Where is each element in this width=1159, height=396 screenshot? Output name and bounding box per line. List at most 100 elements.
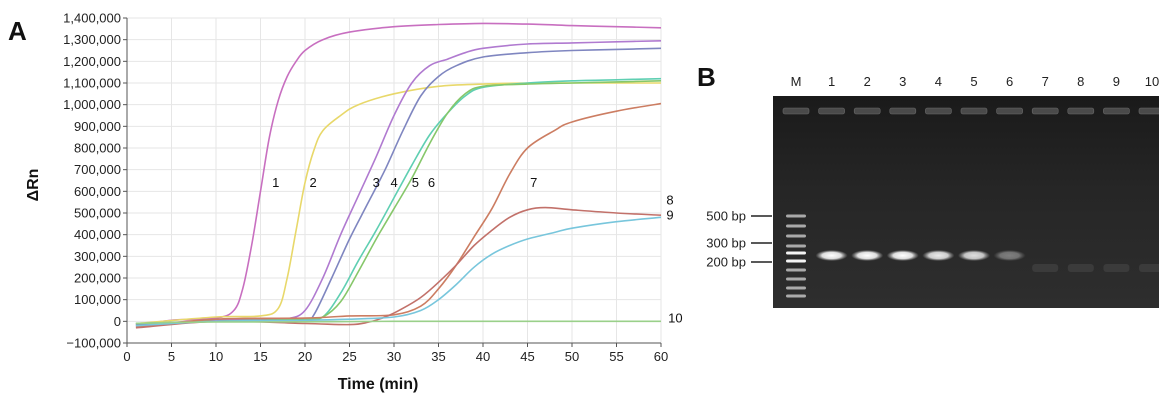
series-label-8: 8 bbox=[666, 192, 673, 207]
x-tick-label: 55 bbox=[609, 349, 623, 364]
series-label-2: 2 bbox=[309, 175, 316, 190]
lane-label-8: 8 bbox=[1077, 74, 1084, 89]
product-band-lane-2 bbox=[851, 250, 884, 261]
chart-grid bbox=[126, 17, 662, 344]
y-tick-label: 0 bbox=[114, 314, 121, 329]
series-label-1: 1 bbox=[272, 175, 279, 190]
primer-smear bbox=[1103, 264, 1130, 272]
x-tick-label: 15 bbox=[253, 349, 267, 364]
gel-background bbox=[773, 96, 1159, 308]
panel-a-line-chart: −100,0000100,000200,000300,000400,000500… bbox=[25, 11, 683, 394]
y-tick-label: 900,000 bbox=[74, 119, 121, 134]
product-band-lane-4 bbox=[922, 250, 955, 261]
x-tick-label: 10 bbox=[209, 349, 223, 364]
product-bands bbox=[815, 250, 1159, 272]
series-label-7: 7 bbox=[530, 175, 537, 190]
panel-b-letter: B bbox=[697, 62, 716, 92]
marker-label: 500 bp bbox=[706, 209, 746, 224]
x-tick-label: 45 bbox=[520, 349, 534, 364]
ladder-band bbox=[786, 259, 806, 263]
gel-well bbox=[960, 107, 988, 115]
panel-a-letter: A bbox=[8, 16, 27, 46]
x-tick-label: 40 bbox=[476, 349, 490, 364]
product-band-lane-5 bbox=[958, 250, 990, 261]
y-tick-label: 1,000,000 bbox=[63, 97, 121, 112]
x-tick-label: 50 bbox=[565, 349, 579, 364]
lane-label-4: 4 bbox=[935, 74, 942, 89]
y-tick-label: −100,000 bbox=[66, 336, 121, 351]
y-axis-label: ΔRn bbox=[25, 169, 42, 202]
marker-labels: 500 bp 300 bp 200 bp bbox=[706, 209, 772, 270]
gel-well bbox=[1138, 107, 1159, 115]
series-lines bbox=[135, 22, 662, 329]
ladder-band bbox=[786, 234, 806, 238]
ladder-band bbox=[786, 277, 806, 281]
series-label-4: 4 bbox=[390, 175, 397, 190]
lane-label-M: M bbox=[791, 74, 802, 89]
lane-label-2: 2 bbox=[864, 74, 871, 89]
series-label-3: 3 bbox=[373, 175, 380, 190]
series-line-8 bbox=[135, 206, 662, 329]
series-line-9 bbox=[135, 216, 662, 327]
y-tick-label: 200,000 bbox=[74, 271, 121, 286]
lane-label-6: 6 bbox=[1006, 74, 1013, 89]
ladder-band bbox=[786, 224, 806, 228]
gel-well bbox=[996, 107, 1023, 115]
lane-label-5: 5 bbox=[970, 74, 977, 89]
gel-image bbox=[773, 96, 1159, 308]
lane-label-3: 3 bbox=[899, 74, 906, 89]
lane-label-1: 1 bbox=[828, 74, 835, 89]
ladder-band bbox=[786, 251, 806, 255]
ladder-band bbox=[786, 214, 806, 218]
x-tick-label: 5 bbox=[168, 349, 175, 364]
primer-smear bbox=[1139, 264, 1159, 272]
lane-label-10: 10 bbox=[1145, 74, 1159, 89]
product-band-lane-6 bbox=[993, 250, 1026, 261]
y-tick-label: 1,300,000 bbox=[63, 32, 121, 47]
y-tick-label: 500,000 bbox=[74, 206, 121, 221]
ladder-band bbox=[786, 268, 806, 272]
product-band-lane-1 bbox=[815, 250, 848, 261]
y-tick-labels: −100,000 0 100,000 200,000 300,000 400,000 500… bbox=[63, 11, 121, 351]
y-tick-label: 400,000 bbox=[74, 227, 121, 242]
series-line-4 bbox=[135, 47, 662, 326]
x-tick-label: 25 bbox=[342, 349, 356, 364]
ladder-band bbox=[786, 286, 806, 290]
x-tick-label: 60 bbox=[654, 349, 668, 364]
x-axis-label: Time (min) bbox=[338, 376, 419, 393]
gel-well bbox=[1103, 107, 1130, 115]
series-label-5: 5 bbox=[412, 175, 419, 190]
y-tick-label: 300,000 bbox=[74, 249, 121, 264]
x-tick-label: 20 bbox=[298, 349, 312, 364]
gel-well bbox=[1031, 107, 1059, 115]
series-label-9: 9 bbox=[666, 208, 673, 223]
series-line-6 bbox=[135, 80, 662, 325]
y-tick-label: 600,000 bbox=[74, 184, 121, 199]
chart-axes bbox=[123, 17, 662, 347]
x-tick-label: 0 bbox=[123, 349, 130, 364]
series-line-1 bbox=[135, 22, 662, 327]
series-labels: 1 2 3 4 5 6 7 89 10 bbox=[272, 175, 683, 325]
y-tick-label: 1,400,000 bbox=[63, 11, 121, 26]
y-tick-label: 1,100,000 bbox=[63, 76, 121, 91]
y-tick-label: 1,200,000 bbox=[63, 54, 121, 69]
product-band-lane-3 bbox=[886, 250, 919, 261]
series-label-6: 6 bbox=[428, 175, 435, 190]
lane-label-7: 7 bbox=[1042, 74, 1049, 89]
y-tick-label: 100,000 bbox=[74, 292, 121, 307]
y-tick-label: 700,000 bbox=[74, 162, 121, 177]
lane-labels: M 1 2 3 4 5 6 7 8 9 10 bbox=[791, 74, 1159, 89]
ladder-band bbox=[786, 294, 806, 298]
marker-label: 200 bp bbox=[706, 255, 746, 270]
x-tick-label: 35 bbox=[431, 349, 445, 364]
ladder-band bbox=[786, 244, 806, 248]
gel-wells bbox=[782, 107, 1159, 115]
series-label-10: 10 bbox=[668, 310, 682, 325]
primer-smear bbox=[1032, 264, 1059, 272]
gel-well bbox=[853, 107, 881, 115]
gel-well bbox=[925, 107, 952, 115]
gel-well bbox=[889, 107, 917, 115]
x-tick-label: 30 bbox=[387, 349, 401, 364]
series-line-10 bbox=[135, 320, 661, 325]
